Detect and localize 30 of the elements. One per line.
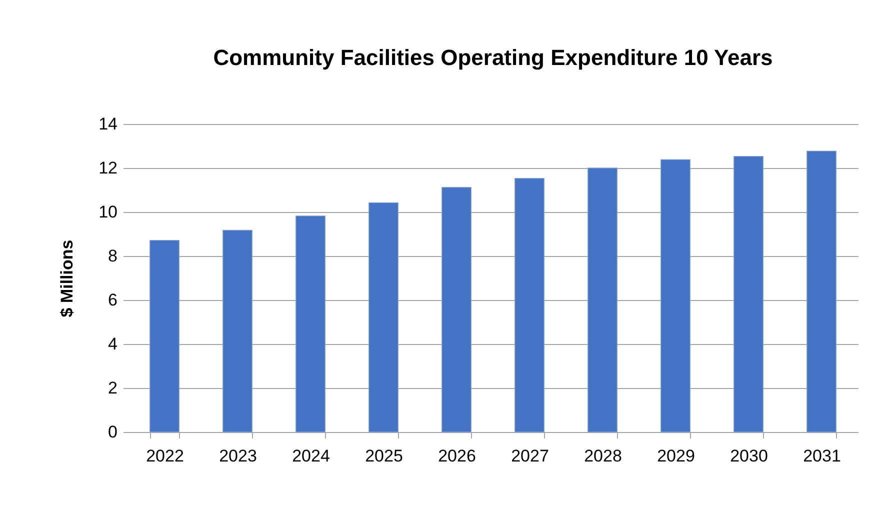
y-tick-label: 0	[108, 422, 118, 442]
y-tick-label: 10	[98, 202, 118, 222]
y-tick-label: 8	[108, 246, 118, 266]
bar	[660, 159, 690, 432]
x-tick-label: 2025	[365, 446, 403, 466]
x-tick-label: 2026	[438, 446, 476, 466]
chart-title: Community Facilities Operating Expenditure 10 Years	[213, 45, 773, 70]
x-tick-label: 2030	[730, 446, 768, 466]
x-tick-label: 2023	[219, 446, 257, 466]
bar	[514, 178, 544, 432]
y-axis-title: $ Millions	[58, 240, 77, 318]
x-tick-label: 2022	[146, 446, 184, 466]
bar	[150, 240, 180, 432]
y-tick-label: 12	[98, 158, 118, 178]
bar	[806, 150, 836, 432]
x-tick-label: 2031	[803, 446, 841, 466]
bar	[588, 168, 618, 432]
bar	[734, 156, 764, 432]
bar	[222, 230, 252, 432]
x-tick-label: 2028	[584, 446, 622, 466]
x-tick-label: 2024	[292, 446, 330, 466]
x-tick-label: 2029	[657, 446, 695, 466]
x-tick-label: 2027	[511, 446, 549, 466]
bar	[296, 216, 326, 432]
y-tick-label: 4	[108, 334, 118, 354]
bar	[442, 187, 472, 432]
y-tick-label: 2	[108, 378, 118, 398]
y-tick-label: 14	[98, 114, 118, 134]
y-tick-label: 6	[108, 290, 118, 310]
bar	[368, 202, 398, 432]
